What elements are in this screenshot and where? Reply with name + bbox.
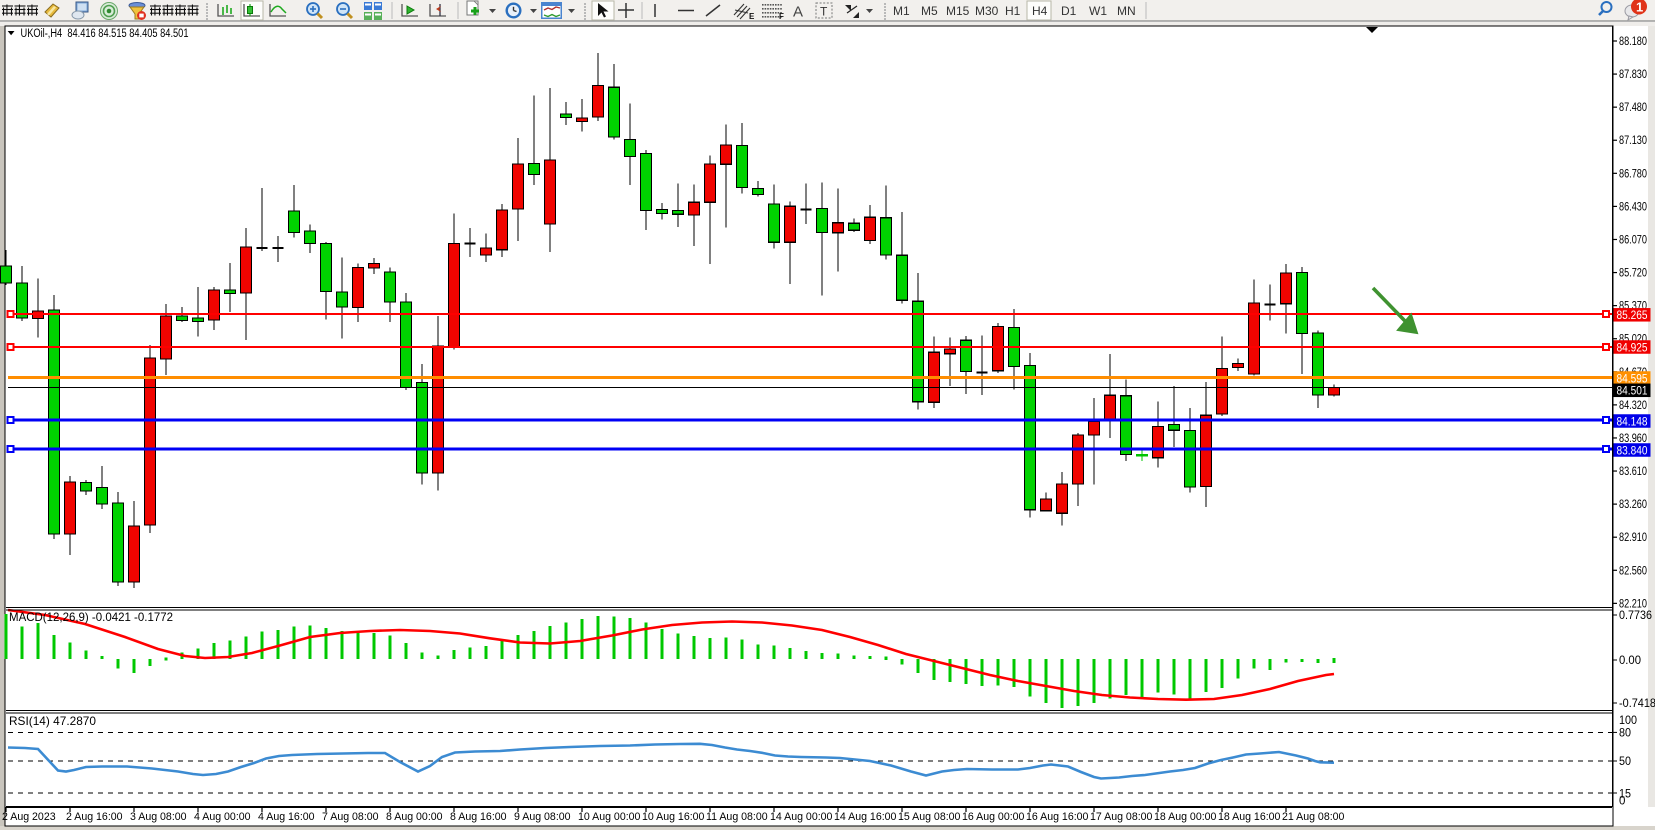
svg-text:14 Aug 16:00: 14 Aug 16:00 [834, 811, 897, 823]
svg-text:83.260: 83.260 [1619, 499, 1647, 511]
svg-text:83.610: 83.610 [1619, 466, 1647, 478]
svg-text:0: 0 [1619, 796, 1625, 808]
svg-text:E: E [749, 12, 755, 21]
svg-text:MN: MN [1117, 4, 1136, 18]
svg-text:86.070: 86.070 [1619, 234, 1647, 246]
svg-text:82.560: 82.560 [1619, 565, 1647, 577]
svg-text:86.780: 86.780 [1619, 168, 1647, 180]
svg-text:84.320: 84.320 [1619, 400, 1647, 412]
svg-text:15 Aug 08:00: 15 Aug 08:00 [898, 811, 961, 823]
svg-text:10 Aug 16:00: 10 Aug 16:00 [642, 811, 705, 823]
svg-text:T: T [820, 5, 828, 19]
svg-text:87.830: 87.830 [1619, 69, 1647, 81]
svg-text:18 Aug 00:00: 18 Aug 00:00 [1154, 811, 1217, 823]
svg-text:M30: M30 [975, 4, 999, 18]
svg-text:8 Aug 16:00: 8 Aug 16:00 [450, 811, 507, 823]
svg-text:D1: D1 [1061, 4, 1077, 18]
svg-text:8 Aug 00:00: 8 Aug 00:00 [386, 811, 443, 823]
svg-text:14 Aug 00:00: 14 Aug 00:00 [770, 811, 833, 823]
svg-text:85.720: 85.720 [1619, 268, 1647, 280]
svg-text:MACD(12,26,9) -0.0421 -0.1772: MACD(12,26,9) -0.0421 -0.1772 [9, 610, 173, 624]
svg-text:15: 15 [1619, 789, 1631, 801]
svg-text:1: 1 [1636, 0, 1643, 15]
svg-text:84.148: 84.148 [1617, 416, 1648, 428]
svg-text:17 Aug 08:00: 17 Aug 08:00 [1090, 811, 1153, 823]
svg-text:82.210: 82.210 [1619, 598, 1647, 610]
svg-text:-0.7418: -0.7418 [1619, 698, 1655, 710]
svg-text:84.595: 84.595 [1617, 373, 1648, 385]
svg-text:11 Aug 08:00: 11 Aug 08:00 [706, 811, 768, 823]
svg-text:86.430: 86.430 [1619, 201, 1647, 213]
svg-text:M1: M1 [893, 4, 910, 18]
svg-text:A: A [793, 4, 803, 21]
svg-text:0.00: 0.00 [1619, 655, 1641, 667]
svg-text:83.840: 83.840 [1617, 445, 1648, 457]
svg-text:7 Aug 08:00: 7 Aug 08:00 [322, 811, 379, 823]
svg-text:21 Aug 08:00: 21 Aug 08:00 [1282, 811, 1345, 823]
svg-text:83.960: 83.960 [1619, 433, 1647, 445]
svg-text:18 Aug 16:00: 18 Aug 16:00 [1218, 811, 1281, 823]
svg-text:87.130: 87.130 [1619, 135, 1647, 147]
svg-text:84.501: 84.501 [1617, 386, 1648, 398]
svg-text:100: 100 [1619, 715, 1637, 727]
svg-text:W1: W1 [1089, 4, 1107, 18]
svg-text:2 Aug 16:00: 2 Aug 16:00 [66, 811, 123, 823]
svg-text:M15: M15 [946, 4, 970, 18]
svg-text:84.925: 84.925 [1617, 342, 1648, 354]
svg-text:F: F [779, 12, 784, 21]
svg-text:87.480: 87.480 [1619, 102, 1647, 114]
svg-text:4 Aug 00:00: 4 Aug 00:00 [194, 811, 251, 823]
svg-text:16 Aug 00:00: 16 Aug 00:00 [962, 811, 1025, 823]
svg-text:16 Aug 16:00: 16 Aug 16:00 [1026, 811, 1089, 823]
svg-text:M5: M5 [921, 4, 938, 18]
svg-text:88.180: 88.180 [1619, 36, 1647, 48]
svg-text:82.910: 82.910 [1619, 532, 1647, 544]
svg-text:0.7736: 0.7736 [1619, 610, 1652, 622]
svg-text:9 Aug 08:00: 9 Aug 08:00 [514, 811, 571, 823]
svg-text:3 Aug 08:00: 3 Aug 08:00 [130, 811, 187, 823]
svg-text:RSI(14) 47.2870: RSI(14) 47.2870 [9, 714, 96, 728]
svg-text:10 Aug 00:00: 10 Aug 00:00 [578, 811, 641, 823]
svg-text:H1: H1 [1005, 4, 1021, 18]
svg-text:80: 80 [1619, 727, 1631, 739]
svg-text:4 Aug 16:00: 4 Aug 16:00 [258, 811, 315, 823]
svg-text:H4: H4 [1032, 4, 1048, 18]
svg-text:50: 50 [1619, 756, 1631, 768]
svg-text:85.265: 85.265 [1617, 310, 1648, 322]
svg-text:2 Aug 2023: 2 Aug 2023 [2, 811, 56, 823]
svg-text:UKOil-,H4 84.416 84.515 84.40: UKOil-,H4 84.416 84.515 84.405 84.501 [21, 28, 189, 40]
